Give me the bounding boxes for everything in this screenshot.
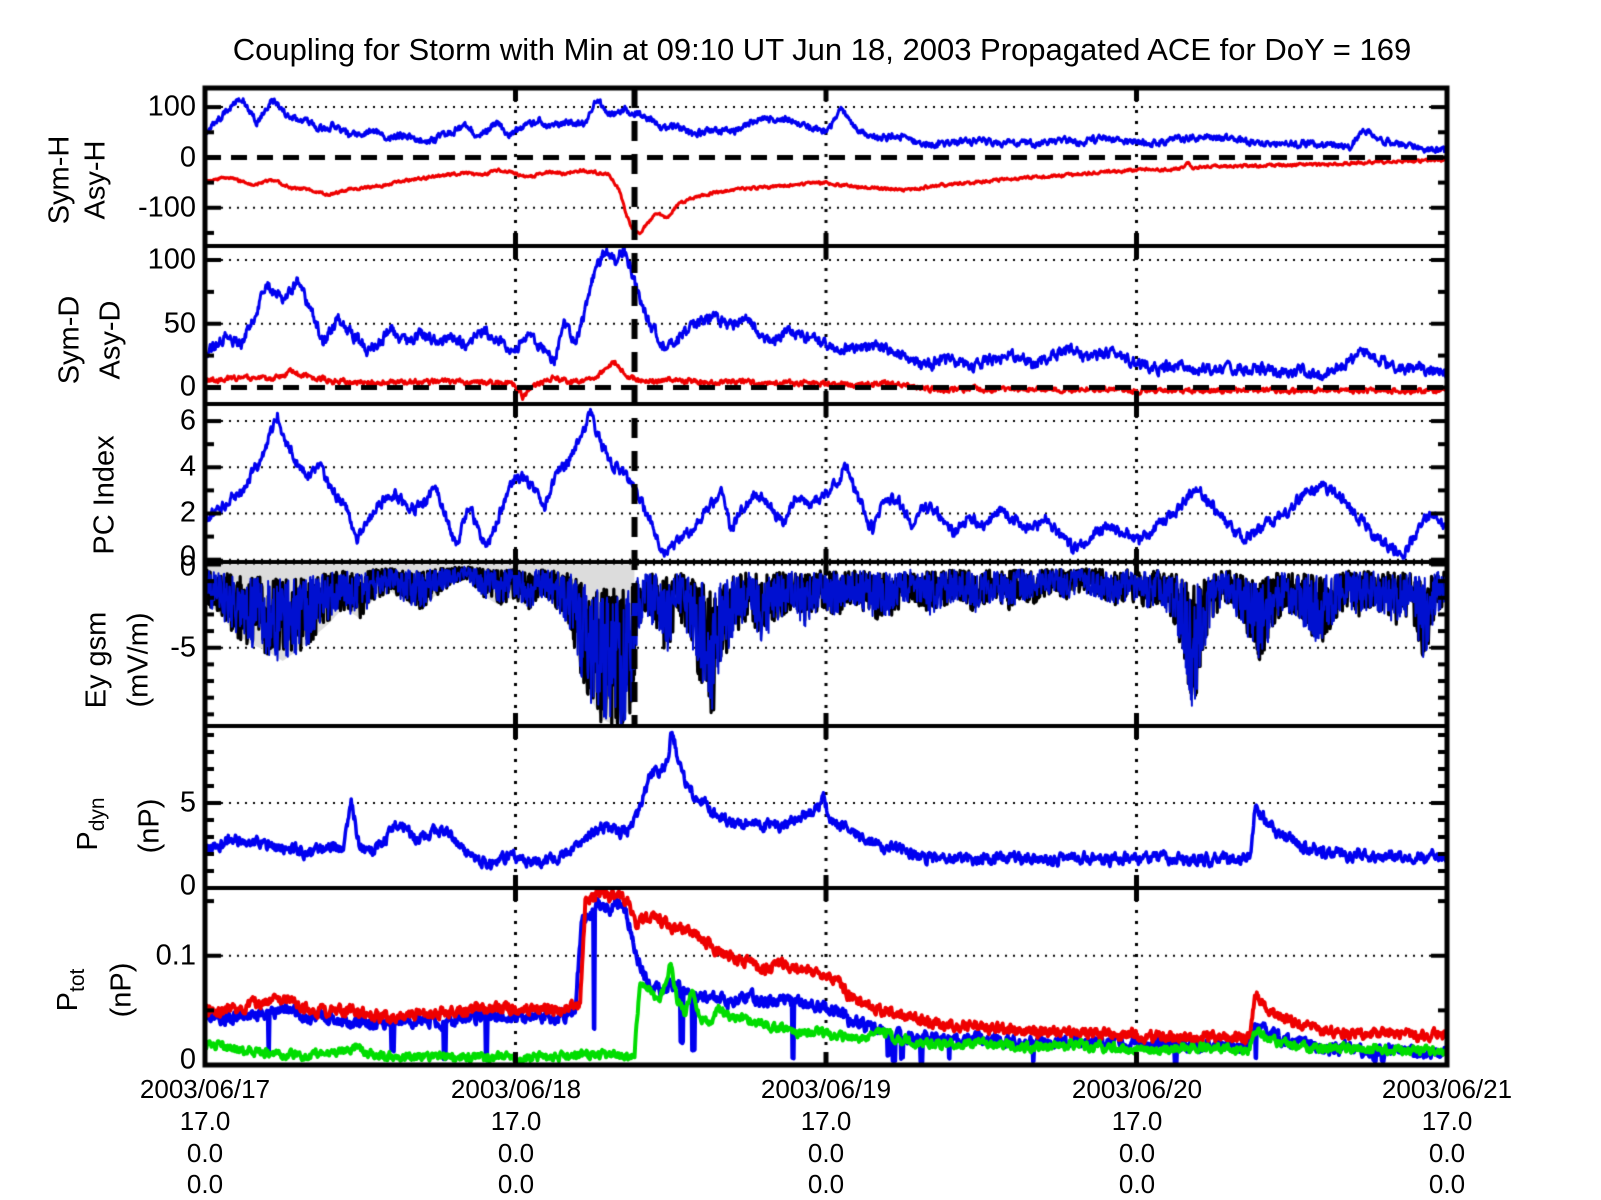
x-tick-date: 2003/06/19 <box>760 1074 892 1104</box>
x-tick-date: 2003/06/21 <box>1381 1074 1513 1104</box>
y-tick-label: 0.1 <box>155 939 196 972</box>
y-tick-label: 50 <box>163 307 196 340</box>
x-tick-row2: 0.0 <box>807 1138 845 1168</box>
x-tick-row2: 0.0 <box>1118 1138 1156 1168</box>
x-tick-row2: 0.0 <box>1428 1138 1466 1168</box>
y-tick-label: 6 <box>179 404 196 437</box>
x-tick-row3: 0.0 <box>1118 1169 1156 1199</box>
x-tick-row3: 0.0 <box>807 1169 845 1199</box>
y-tick-label: 4 <box>179 450 196 483</box>
x-tick-row2: 0.0 <box>186 1138 224 1168</box>
x-tick-row1: 17.0 <box>1421 1106 1473 1136</box>
x-tick-date: 2003/06/20 <box>1071 1074 1203 1104</box>
y-tick-label: 0 <box>179 869 196 902</box>
y-tick-label: 0 <box>179 1043 196 1076</box>
y-tick-label: -5 <box>170 631 196 664</box>
x-tick-date: 2003/06/18 <box>450 1074 582 1104</box>
y-tick-label: -100 <box>137 191 196 224</box>
x-tick-row3: 0.0 <box>1428 1169 1466 1199</box>
y-tick-label: 100 <box>147 90 196 123</box>
y-tick-label: 2 <box>179 496 196 529</box>
ylabel-sym-h: Sym-H <box>43 135 76 225</box>
chart-title: Coupling for Storm with Min at 09:10 UT … <box>232 32 1412 67</box>
x-tick-row1: 17.0 <box>800 1106 852 1136</box>
y-tick-label: 0 <box>179 550 196 583</box>
y-tick-label: 0 <box>179 370 196 403</box>
x-tick-row3: 0.0 <box>497 1169 535 1199</box>
ylabel-ptot: Ptot <box>52 968 89 1012</box>
ylabel-sym-d: Sym-D <box>53 295 86 385</box>
x-tick-row2: 0.0 <box>497 1138 535 1168</box>
x-tick-date: 2003/06/17 <box>139 1074 271 1104</box>
x-tick-row1: 17.0 <box>179 1106 231 1136</box>
y-tick-label: 0 <box>179 540 196 573</box>
y-tick-label: 100 <box>147 243 196 276</box>
x-tick-row1: 17.0 <box>1111 1106 1163 1136</box>
y-tick-label: 0 <box>179 141 196 174</box>
x-tick-row3: 0.0 <box>186 1169 224 1199</box>
x-tick-row1: 17.0 <box>490 1106 542 1136</box>
y-tick-label: 5 <box>179 786 196 819</box>
